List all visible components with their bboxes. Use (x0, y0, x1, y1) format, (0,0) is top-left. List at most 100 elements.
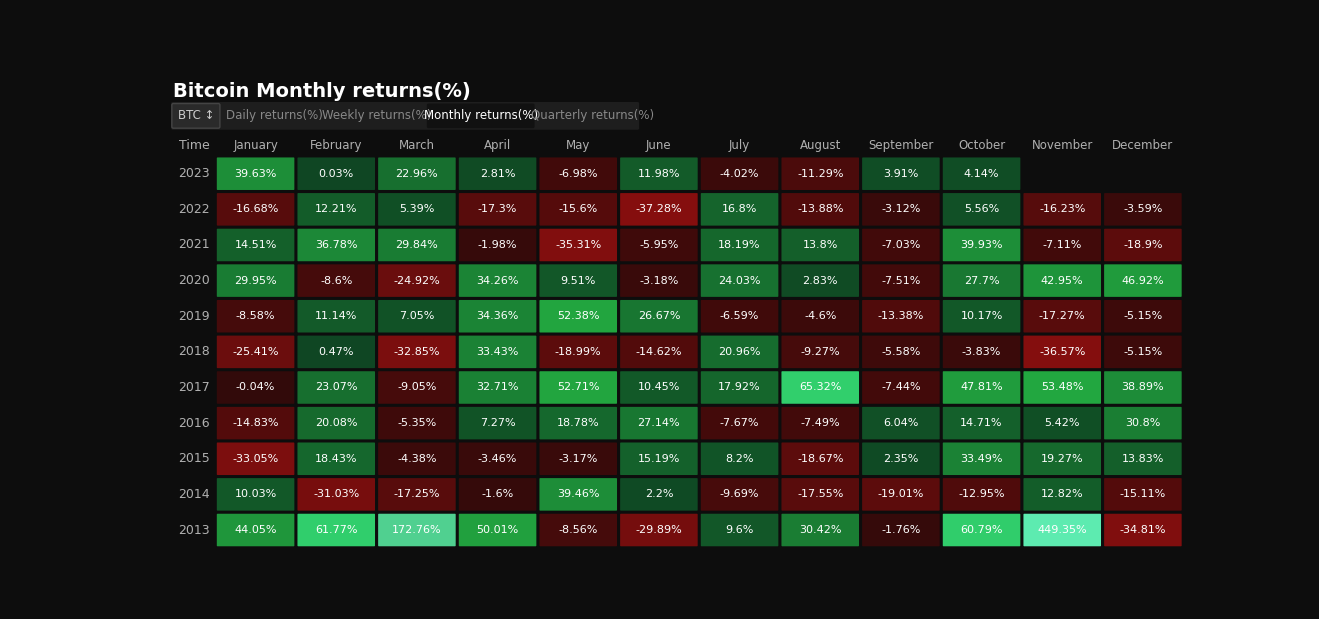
Text: 15.19%: 15.19% (637, 454, 681, 464)
Text: 2016: 2016 (178, 417, 210, 430)
Text: 29.95%: 29.95% (235, 275, 277, 285)
Text: 10.17%: 10.17% (960, 311, 1002, 321)
FancyBboxPatch shape (216, 407, 294, 439)
Text: -31.03%: -31.03% (313, 490, 359, 500)
Text: -37.28%: -37.28% (636, 204, 682, 214)
FancyBboxPatch shape (863, 157, 939, 190)
FancyBboxPatch shape (700, 371, 778, 404)
Text: August: August (799, 139, 842, 152)
FancyBboxPatch shape (943, 228, 1021, 261)
Text: 39.93%: 39.93% (960, 240, 1002, 250)
FancyBboxPatch shape (379, 407, 455, 439)
Text: -33.05%: -33.05% (232, 454, 278, 464)
Text: 34.36%: 34.36% (476, 311, 518, 321)
FancyBboxPatch shape (1024, 514, 1101, 547)
FancyBboxPatch shape (298, 228, 375, 261)
FancyBboxPatch shape (620, 264, 698, 297)
FancyBboxPatch shape (298, 264, 375, 297)
Text: Daily returns(%): Daily returns(%) (226, 110, 323, 123)
FancyBboxPatch shape (539, 335, 617, 368)
Text: 60.79%: 60.79% (960, 525, 1002, 535)
Text: -6.59%: -6.59% (720, 311, 760, 321)
Text: 10.45%: 10.45% (637, 383, 681, 392)
Text: 42.95%: 42.95% (1041, 275, 1083, 285)
FancyBboxPatch shape (620, 478, 698, 511)
Text: 0.03%: 0.03% (319, 169, 353, 179)
FancyBboxPatch shape (1104, 478, 1182, 511)
FancyBboxPatch shape (781, 193, 859, 225)
Text: 23.07%: 23.07% (315, 383, 357, 392)
FancyBboxPatch shape (171, 103, 220, 128)
Text: 2.83%: 2.83% (802, 275, 838, 285)
FancyBboxPatch shape (1104, 300, 1182, 332)
Text: 65.32%: 65.32% (799, 383, 842, 392)
FancyBboxPatch shape (700, 407, 778, 439)
FancyBboxPatch shape (298, 193, 375, 225)
Text: 7.05%: 7.05% (400, 311, 434, 321)
Text: September: September (868, 139, 934, 152)
Text: -7.44%: -7.44% (881, 383, 921, 392)
FancyBboxPatch shape (700, 335, 778, 368)
FancyBboxPatch shape (298, 478, 375, 511)
FancyBboxPatch shape (1104, 193, 1182, 225)
Text: -7.11%: -7.11% (1042, 240, 1082, 250)
Text: -6.98%: -6.98% (558, 169, 598, 179)
FancyBboxPatch shape (379, 514, 455, 547)
Text: -1.98%: -1.98% (477, 240, 517, 250)
Text: 10.03%: 10.03% (235, 490, 277, 500)
Text: -0.04%: -0.04% (236, 383, 276, 392)
Text: May: May (566, 139, 591, 152)
Text: 7.27%: 7.27% (480, 418, 516, 428)
Text: -17.25%: -17.25% (393, 490, 441, 500)
Text: -9.27%: -9.27% (801, 347, 840, 357)
FancyBboxPatch shape (379, 443, 455, 475)
Text: -18.67%: -18.67% (797, 454, 843, 464)
FancyBboxPatch shape (459, 443, 537, 475)
FancyBboxPatch shape (620, 228, 698, 261)
FancyBboxPatch shape (1104, 228, 1182, 261)
Text: 11.14%: 11.14% (315, 311, 357, 321)
Text: 26.67%: 26.67% (637, 311, 681, 321)
Text: -17.55%: -17.55% (797, 490, 843, 500)
Text: -8.6%: -8.6% (321, 275, 352, 285)
Text: 13.83%: 13.83% (1121, 454, 1165, 464)
Text: 14.71%: 14.71% (960, 418, 1002, 428)
Text: 18.19%: 18.19% (719, 240, 761, 250)
Text: 5.39%: 5.39% (400, 204, 434, 214)
Text: -5.95%: -5.95% (640, 240, 678, 250)
FancyBboxPatch shape (943, 407, 1021, 439)
FancyBboxPatch shape (539, 443, 617, 475)
Text: February: February (310, 139, 363, 152)
FancyBboxPatch shape (459, 193, 537, 225)
FancyBboxPatch shape (781, 157, 859, 190)
Text: -11.29%: -11.29% (797, 169, 843, 179)
FancyBboxPatch shape (539, 264, 617, 297)
FancyBboxPatch shape (539, 193, 617, 225)
Text: -19.01%: -19.01% (877, 490, 925, 500)
FancyBboxPatch shape (379, 157, 455, 190)
FancyBboxPatch shape (781, 335, 859, 368)
FancyBboxPatch shape (298, 335, 375, 368)
FancyBboxPatch shape (298, 443, 375, 475)
FancyBboxPatch shape (459, 478, 537, 511)
FancyBboxPatch shape (379, 228, 455, 261)
FancyBboxPatch shape (700, 443, 778, 475)
FancyBboxPatch shape (620, 335, 698, 368)
Text: 39.46%: 39.46% (557, 490, 600, 500)
Text: 20.96%: 20.96% (719, 347, 761, 357)
FancyBboxPatch shape (1104, 264, 1182, 297)
FancyBboxPatch shape (298, 371, 375, 404)
Text: October: October (958, 139, 1005, 152)
Text: 5.56%: 5.56% (964, 204, 1000, 214)
Text: 14.51%: 14.51% (235, 240, 277, 250)
FancyBboxPatch shape (216, 478, 294, 511)
Text: -7.49%: -7.49% (801, 418, 840, 428)
FancyBboxPatch shape (216, 264, 294, 297)
Text: -3.12%: -3.12% (881, 204, 921, 214)
FancyBboxPatch shape (943, 300, 1021, 332)
Text: 29.84%: 29.84% (396, 240, 438, 250)
FancyBboxPatch shape (781, 443, 859, 475)
Text: -35.31%: -35.31% (555, 240, 601, 250)
FancyBboxPatch shape (943, 193, 1021, 225)
Text: -4.02%: -4.02% (720, 169, 760, 179)
